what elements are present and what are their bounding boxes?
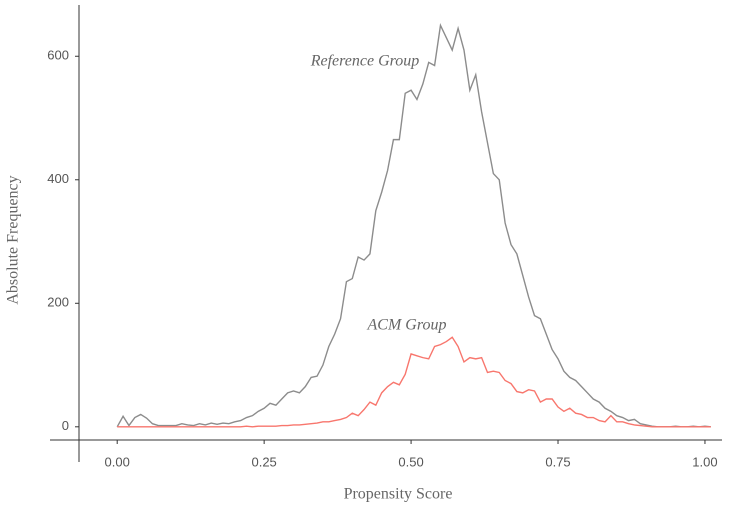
y-axis-label: Absolute Frequency: [5, 175, 22, 304]
annotation: Reference Group: [310, 53, 420, 70]
y-tick-label: 600: [47, 48, 69, 63]
x-axis-label: Propensity Score: [344, 486, 453, 503]
line-series: [116, 22, 711, 428]
x-tick-label: 0.00: [105, 454, 130, 469]
y-tick-label: 0: [62, 418, 69, 433]
x-tick-label: 0.75: [545, 454, 570, 469]
annotation: ACM Group: [367, 317, 447, 334]
y-tick-label: 400: [47, 171, 69, 186]
line-series: [117, 336, 711, 428]
x-tick-label: 0.50: [398, 454, 423, 469]
y-tick-label: 200: [47, 295, 69, 310]
x-tick-label: 0.25: [251, 454, 276, 469]
x-tick-label: 1.00: [692, 454, 717, 469]
